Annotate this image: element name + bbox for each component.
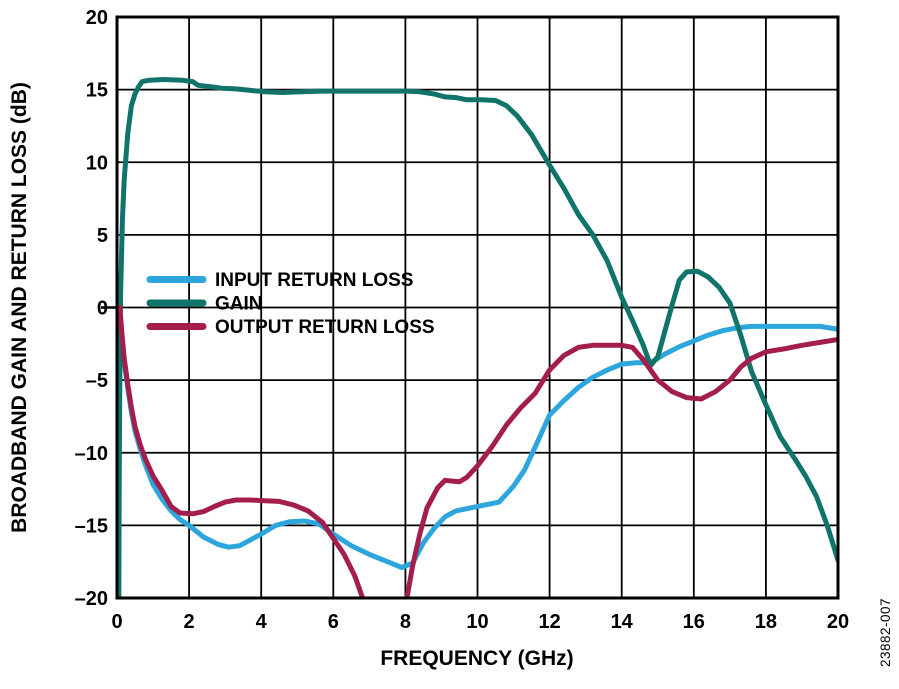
x-tick-label: 6 xyxy=(328,611,339,633)
series-gain xyxy=(117,77,838,598)
y-tick-label: 15 xyxy=(86,80,108,102)
x-axis-title: FREQUENCY (GHz) xyxy=(380,647,573,670)
x-tick-label: 8 xyxy=(400,611,411,633)
x-tick-label: 0 xyxy=(111,611,122,633)
x-tick-label: 16 xyxy=(683,611,705,633)
series-input-return-loss xyxy=(117,305,838,570)
y-axis-title: BROADBAND GAIN AND RETURN LOSS (dB) xyxy=(8,82,31,533)
y-axis-tick-labels: 20 15 10 5 0 –5 –10 –15 –20 xyxy=(75,7,108,610)
plot-frame xyxy=(115,15,840,600)
y-tick-label: 10 xyxy=(86,152,108,174)
y-tick-label: –20 xyxy=(75,588,108,610)
y-tick-label: –5 xyxy=(86,370,108,392)
legend-label-input-return-loss: INPUT RETURN LOSS xyxy=(215,270,413,291)
x-tick-label: 12 xyxy=(538,611,560,633)
legend-label-gain: GAIN xyxy=(215,294,263,315)
y-tick-label: –10 xyxy=(75,443,108,465)
figure-id-watermark: 23882-007 xyxy=(878,598,893,667)
x-tick-label: 10 xyxy=(466,611,488,633)
x-tick-label: 14 xyxy=(611,611,634,633)
legend-label-output-return-loss: OUTPUT RETURN LOSS xyxy=(215,317,435,338)
y-tick-label: –15 xyxy=(75,515,108,537)
y-tick-label: 5 xyxy=(97,225,108,247)
plot-series xyxy=(117,77,838,598)
y-tick-label: 20 xyxy=(86,7,108,29)
series-output-return-loss xyxy=(117,305,838,598)
legend: INPUT RETURN LOSS GAIN OUTPUT RETURN LOS… xyxy=(146,270,435,338)
x-tick-label: 20 xyxy=(827,611,849,633)
x-axis-tick-labels: 0 2 4 6 8 10 12 14 16 18 20 xyxy=(111,611,849,633)
x-tick-label: 2 xyxy=(184,611,195,633)
x-tick-label: 4 xyxy=(256,611,268,633)
y-tick-label: 0 xyxy=(97,298,108,320)
x-tick-label: 18 xyxy=(755,611,777,633)
